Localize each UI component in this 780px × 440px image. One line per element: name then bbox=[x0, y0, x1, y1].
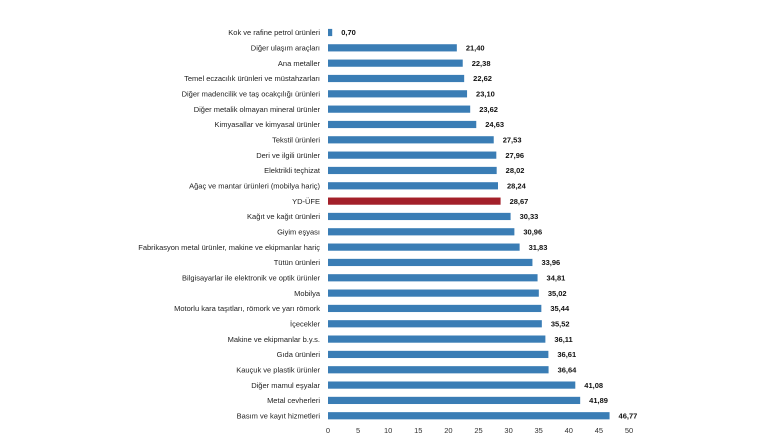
bar bbox=[328, 182, 498, 190]
value-label: 23,62 bbox=[479, 105, 498, 114]
bar bbox=[328, 258, 533, 267]
category-label: Mobilya bbox=[294, 289, 321, 298]
bar bbox=[328, 396, 581, 405]
x-tick-label: 10 bbox=[384, 426, 392, 435]
value-label: 30,33 bbox=[520, 212, 539, 221]
category-label: İçecekler bbox=[290, 319, 321, 328]
category-label: Kimyasallar ve kimyasal ürünler bbox=[215, 120, 321, 129]
x-axis: 0 5 10 15 20 25 30 35 40 45 50 bbox=[326, 426, 633, 435]
bar bbox=[328, 151, 497, 159]
bar bbox=[328, 228, 515, 236]
value-label: 27,53 bbox=[503, 136, 522, 145]
category-label: Ağaç ve mantar ürünleri (mobilya hariç) bbox=[189, 182, 320, 191]
bar bbox=[328, 74, 465, 83]
x-tick-label: 45 bbox=[595, 426, 603, 435]
category-label: Basım ve kayıt hizmetleri bbox=[237, 411, 321, 420]
bar bbox=[328, 136, 494, 144]
category-label: Diğer ulaşım araçları bbox=[251, 44, 320, 53]
category-label: Metal cevherleri bbox=[267, 396, 320, 405]
bar bbox=[328, 28, 333, 37]
bar bbox=[328, 90, 468, 98]
x-tick-label: 25 bbox=[474, 426, 482, 435]
value-label: 21,40 bbox=[466, 44, 485, 53]
value-label: 31,83 bbox=[529, 243, 548, 252]
value-label: 36,61 bbox=[557, 350, 576, 359]
bar bbox=[328, 59, 463, 67]
bar bbox=[328, 120, 477, 129]
value-label: 30,96 bbox=[523, 227, 542, 236]
x-tick-label: 50 bbox=[625, 426, 633, 435]
category-label: Giyim eşyası bbox=[277, 227, 320, 236]
x-tick-label: 0 bbox=[326, 426, 330, 435]
bar bbox=[328, 105, 471, 113]
bar bbox=[328, 274, 538, 282]
category-label: Diğer madencilik ve taş ocakçılığı ürünl… bbox=[182, 90, 321, 99]
x-tick-label: 30 bbox=[504, 426, 512, 435]
value-label: 22,62 bbox=[473, 74, 492, 83]
value-label: 36,11 bbox=[554, 335, 572, 344]
bar bbox=[328, 304, 542, 313]
bar bbox=[328, 212, 511, 221]
value-labels: 0,70 21,40 22,38 22,62 23,10 23,62 24,63 27,53 2… bbox=[341, 28, 637, 420]
category-label: Temel eczacılık ürünleri ve müstahzarlar… bbox=[184, 74, 320, 83]
value-label: 41,08 bbox=[584, 381, 603, 390]
x-tick-label: 35 bbox=[535, 426, 543, 435]
category-label: Makine ve ekipmanlar b.y.s. bbox=[228, 335, 320, 344]
category-label: Kağıt ve kağıt ürünleri bbox=[247, 212, 320, 221]
category-label: Ana metaller bbox=[278, 59, 321, 68]
bar bbox=[328, 335, 546, 343]
category-label: Bilgisayarlar ile elektronik ve optik ür… bbox=[182, 273, 320, 282]
category-label: Diğer mamul eşyalar bbox=[251, 381, 320, 390]
value-label: 23,10 bbox=[476, 90, 495, 99]
value-label: 28,02 bbox=[506, 166, 525, 175]
value-label: 36,64 bbox=[558, 365, 578, 374]
value-label: 35,44 bbox=[550, 304, 570, 313]
category-label: YD-ÜFE bbox=[292, 197, 320, 206]
x-tick-label: 20 bbox=[444, 426, 452, 435]
bar bbox=[328, 381, 576, 389]
value-label: 35,02 bbox=[548, 289, 567, 298]
bars bbox=[328, 28, 610, 420]
category-label: Deri ve ilgili ürünler bbox=[256, 151, 320, 160]
value-label: 46,77 bbox=[619, 411, 638, 420]
value-label: 28,24 bbox=[507, 182, 527, 191]
category-label: Diğer metalik olmayan mineral ürünler bbox=[194, 105, 321, 114]
value-label: 35,52 bbox=[551, 319, 570, 328]
category-label: Fabrikasyon metal ürünler, makine ve eki… bbox=[138, 243, 320, 252]
category-label: Gıda ürünleri bbox=[277, 350, 321, 359]
bar bbox=[328, 320, 542, 328]
x-tick-label: 40 bbox=[565, 426, 573, 435]
category-label: Tütün ürünleri bbox=[274, 258, 321, 267]
category-label: Motorlu kara taşıtları, römork ve yarı r… bbox=[174, 304, 320, 313]
value-label: 24,63 bbox=[485, 120, 504, 129]
bar bbox=[328, 243, 520, 251]
bar bbox=[328, 289, 539, 297]
value-label: 34,81 bbox=[547, 273, 566, 282]
value-label: 28,67 bbox=[510, 197, 529, 206]
category-label: Kok ve rafine petrol ürünleri bbox=[228, 28, 320, 37]
bar bbox=[328, 412, 610, 420]
x-tick-label: 5 bbox=[356, 426, 360, 435]
bar-highlight bbox=[328, 197, 501, 205]
bar bbox=[328, 44, 457, 52]
bar bbox=[328, 166, 497, 175]
category-label: Elektrikli teçhizat bbox=[264, 166, 321, 175]
value-label: 33,96 bbox=[541, 258, 560, 267]
category-label: Tekstil ürünleri bbox=[272, 136, 320, 145]
x-tick-label: 15 bbox=[414, 426, 422, 435]
category-labels: Kok ve rafine petrol ürünleri Diğer ulaşı… bbox=[138, 28, 321, 420]
bar bbox=[328, 350, 549, 359]
value-label: 27,96 bbox=[505, 151, 524, 160]
category-label: Kauçuk ve plastik ürünler bbox=[236, 365, 320, 374]
value-label: 22,38 bbox=[472, 59, 491, 68]
value-label: 41,89 bbox=[589, 396, 608, 405]
value-label: 0,70 bbox=[341, 28, 356, 37]
bar bbox=[328, 366, 549, 374]
